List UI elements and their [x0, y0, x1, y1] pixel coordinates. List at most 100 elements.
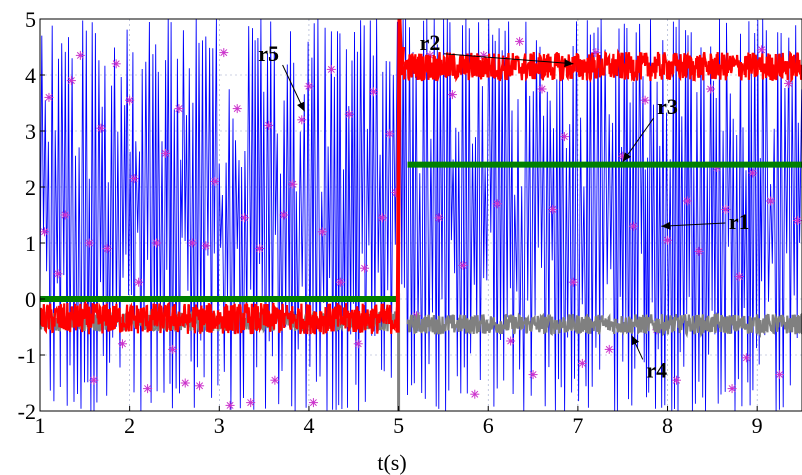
star-stroke	[707, 85, 715, 93]
star-stroke	[67, 77, 75, 85]
series-r5-point	[96, 123, 106, 133]
series-r5-point	[344, 109, 354, 119]
star-stroke	[112, 60, 120, 68]
star-stroke	[61, 211, 69, 219]
star-stroke	[361, 264, 369, 272]
star-stroke	[386, 130, 394, 138]
series-r5-point	[152, 238, 162, 248]
series-r5-point	[706, 84, 716, 94]
series-r5-point	[663, 235, 673, 245]
star-stroke	[569, 278, 577, 286]
star-stroke	[40, 228, 48, 236]
star-stroke	[126, 96, 134, 104]
series-r5-point	[225, 400, 235, 410]
star-stroke	[507, 337, 515, 345]
y-tick-label: 5	[25, 7, 36, 32]
star-stroke	[459, 261, 467, 269]
star-stroke	[529, 371, 537, 379]
star-stroke	[240, 214, 248, 222]
series-r5-point	[447, 90, 457, 100]
series-r5-point	[232, 104, 242, 114]
star-stroke	[271, 376, 279, 384]
star-stroke	[664, 236, 672, 244]
series-r5-point	[360, 263, 370, 273]
series-r5-point	[187, 238, 197, 248]
series-r5-point	[353, 339, 363, 349]
annotation-r3: r3	[657, 94, 678, 119]
star-stroke	[153, 239, 161, 247]
star-stroke	[90, 376, 98, 384]
star-stroke	[672, 376, 680, 384]
series-r5-point	[326, 64, 336, 74]
series-r5-point	[270, 375, 280, 385]
star-stroke	[181, 379, 189, 387]
star-stroke	[211, 177, 219, 185]
series-r5-point	[317, 227, 327, 237]
series-r5-point	[201, 241, 211, 251]
star-stroke	[345, 110, 353, 118]
series-r5-point	[640, 95, 650, 105]
series-r5-point	[75, 50, 85, 60]
series-r5-point	[784, 78, 794, 88]
annotations: r5 r2 r3 r1 r4	[258, 30, 749, 383]
series-r5-point	[537, 84, 547, 94]
star-stroke	[480, 51, 488, 59]
series-r5-point	[44, 92, 54, 102]
series-r5-point	[568, 277, 578, 287]
star-stroke	[280, 211, 288, 219]
series-r5-point	[385, 129, 395, 139]
series-r5-point	[548, 204, 558, 214]
series-r5-point	[143, 384, 153, 394]
series-r5-point	[748, 168, 758, 178]
star-stroke	[85, 239, 93, 247]
star-stroke	[54, 270, 62, 278]
star-stroke	[45, 93, 53, 101]
y-tick-label: 2	[25, 175, 36, 200]
star-stroke	[592, 49, 600, 57]
star-stroke	[298, 116, 306, 124]
star-stroke	[493, 200, 501, 208]
series-r2-line	[402, 48, 802, 84]
star-stroke	[538, 85, 546, 93]
series-r2-transient	[395, 19, 406, 333]
series-r5-point	[219, 48, 229, 58]
star-stroke	[135, 278, 143, 286]
star-stroke	[130, 175, 138, 183]
star-stroke	[728, 385, 736, 393]
series-r5-point	[255, 244, 265, 254]
star-stroke	[448, 91, 456, 99]
series-r5-point	[671, 375, 681, 385]
y-tick-label: 4	[25, 63, 36, 88]
series-r5-point	[377, 213, 387, 223]
star-stroke	[369, 88, 377, 96]
star-stroke	[327, 65, 335, 73]
series-r5-point	[102, 244, 112, 254]
star-stroke	[605, 345, 613, 353]
series-r5-point	[757, 45, 767, 55]
star-stroke	[735, 273, 743, 281]
star-stroke	[776, 371, 784, 379]
series-r5-point	[84, 238, 94, 248]
series-r5-point	[682, 196, 692, 206]
series-r5-point	[470, 389, 480, 399]
star-stroke	[471, 390, 479, 398]
series-r5-point	[694, 246, 704, 256]
series-r5-point	[66, 76, 76, 86]
series-r5-point	[515, 36, 525, 46]
star-stroke	[289, 180, 297, 188]
x-tick-label: 8	[662, 413, 673, 438]
x-tick-label: 2	[124, 413, 135, 438]
series-r5-point	[117, 339, 127, 349]
annotation-r5: r5	[258, 41, 279, 66]
annotation-r2: r2	[420, 30, 441, 55]
series-r5-point	[368, 87, 378, 97]
axis-ticks: 1 2 3 4 5 6 7 8 9 -2 -1 0 1 2 3 4 5	[18, 7, 763, 438]
annotation-r4: r4	[646, 357, 667, 382]
star-stroke	[742, 354, 750, 362]
star-stroke	[309, 399, 317, 407]
y-tick-label: 3	[25, 119, 36, 144]
star-stroke	[220, 49, 228, 57]
series-r5-point	[628, 221, 638, 231]
star-stroke	[435, 214, 443, 222]
